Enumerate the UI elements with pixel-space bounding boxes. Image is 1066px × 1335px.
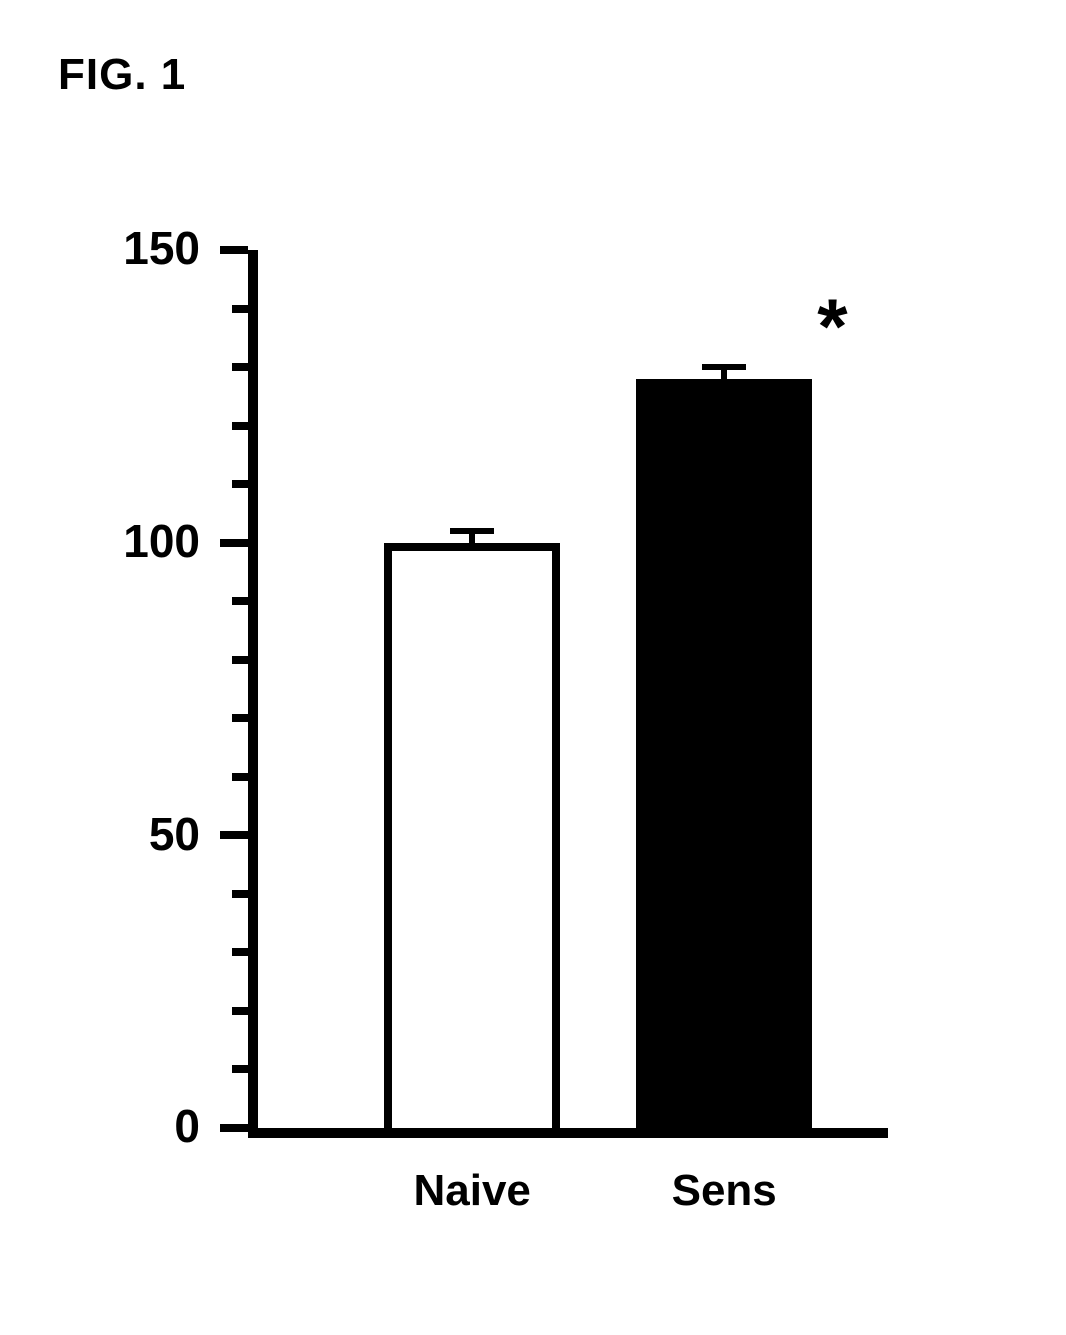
x-label-naive: Naive [352, 1166, 592, 1216]
y-minor-tick [232, 422, 248, 430]
y-minor-tick [232, 305, 248, 313]
y-minor-tick [232, 948, 248, 956]
y-minor-tick [232, 714, 248, 722]
y-major-tick [220, 831, 248, 839]
x-label-sens: Sens [604, 1166, 844, 1216]
y-major-tick [220, 246, 248, 254]
error-cap-naive [450, 528, 494, 534]
y-tick-label: 150 [60, 221, 200, 275]
bar-sens [636, 379, 812, 1128]
y-tick-label: 100 [60, 514, 200, 568]
y-major-tick [220, 539, 248, 547]
page: FIG. 1 050100150Naive*Sens [0, 0, 1066, 1335]
y-major-tick [220, 1124, 248, 1132]
bar-naive [384, 543, 560, 1128]
y-minor-tick [232, 597, 248, 605]
bar-chart: 0 50 100 150 Naive * Sens [0, 0, 1066, 1335]
y-minor-tick [232, 773, 248, 781]
y-minor-tick [232, 363, 248, 371]
significance-marker: * [772, 281, 892, 372]
y-tick-label: 50 [60, 807, 200, 861]
y-minor-tick [232, 1065, 248, 1073]
y-tick-label: 0 [60, 1099, 200, 1153]
y-axis [248, 250, 258, 1138]
y-minor-tick [232, 890, 248, 898]
x-axis [248, 1128, 888, 1138]
error-cap-sens [702, 364, 746, 370]
y-minor-tick [232, 1007, 248, 1015]
y-minor-tick [232, 656, 248, 664]
y-minor-tick [232, 480, 248, 488]
